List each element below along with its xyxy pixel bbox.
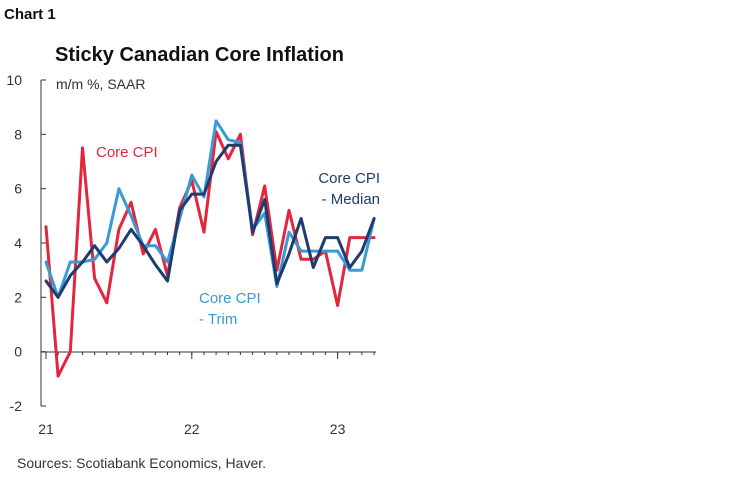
y-tick-label: 10	[6, 72, 22, 88]
series-label: Core CPI	[96, 144, 158, 161]
unit-label: m/m %, SAAR	[56, 76, 146, 92]
source-note: Sources: Scotiabank Economics, Haver.	[17, 455, 267, 471]
y-tick-label: 4	[14, 235, 22, 251]
series-label: - Trim	[199, 311, 237, 328]
series-label: Core CPI	[199, 290, 261, 307]
series-layer	[44, 119, 376, 378]
chart-title: Sticky Canadian Core Inflation	[55, 44, 344, 66]
y-tick-label: 6	[14, 181, 22, 197]
y-tick-label: 8	[14, 126, 22, 142]
chart-axes: -2 0 2 4 6 8 10 21 22 23	[6, 72, 376, 437]
y-tick-label: -2	[10, 398, 23, 414]
x-tick-label: 21	[38, 421, 54, 437]
series-line-core-cpi-median	[44, 143, 376, 299]
series-annotations: Core CPI Core CPI - Median Core CPI - Trim	[96, 144, 380, 328]
x-tick-label: 23	[330, 421, 346, 437]
x-tick-label: 22	[184, 421, 200, 437]
series-label: - Median	[322, 191, 380, 208]
chart-label: Chart 1	[4, 6, 56, 23]
y-tick-label: 0	[14, 344, 22, 360]
y-tick-label: 2	[14, 289, 22, 305]
series-label: Core CPI	[318, 170, 380, 187]
